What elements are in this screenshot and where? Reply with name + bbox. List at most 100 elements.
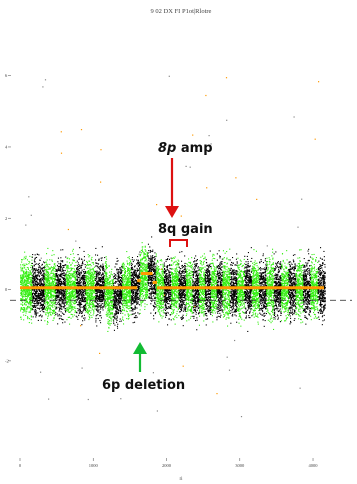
data-point xyxy=(91,316,93,318)
data-point xyxy=(63,289,65,291)
data-point xyxy=(25,274,27,276)
data-point xyxy=(124,279,126,281)
data-point xyxy=(41,292,43,294)
data-point xyxy=(96,299,98,301)
data-point xyxy=(73,297,75,299)
data-point xyxy=(34,285,36,287)
data-point xyxy=(67,269,69,271)
data-point xyxy=(80,303,82,305)
data-point xyxy=(128,317,130,319)
data-point xyxy=(21,259,23,261)
data-point xyxy=(29,302,31,304)
data-point xyxy=(124,294,126,296)
data-point xyxy=(31,284,33,286)
data-point xyxy=(72,282,74,284)
data-point xyxy=(51,303,53,305)
data-point xyxy=(74,297,76,299)
data-point xyxy=(23,311,25,313)
data-point xyxy=(100,277,102,279)
data-point xyxy=(47,303,49,305)
data-point xyxy=(46,259,48,261)
data-point xyxy=(60,274,62,276)
data-point xyxy=(60,304,62,306)
data-point xyxy=(58,293,60,295)
data-point xyxy=(51,259,53,261)
data-point xyxy=(32,292,34,294)
data-point xyxy=(67,296,69,298)
data-point xyxy=(66,271,68,273)
data-point xyxy=(49,285,51,287)
data-point xyxy=(117,293,119,295)
data-point xyxy=(44,293,46,295)
data-point xyxy=(97,254,99,256)
data-point xyxy=(43,284,45,286)
data-point xyxy=(124,301,126,303)
data-point xyxy=(99,284,101,286)
data-point xyxy=(67,267,69,269)
data-point xyxy=(46,278,48,280)
data-point xyxy=(47,276,49,278)
data-point xyxy=(33,305,35,307)
data-point xyxy=(96,278,98,280)
data-point xyxy=(67,310,69,312)
data-point xyxy=(79,267,81,269)
data-point xyxy=(106,289,108,291)
data-point xyxy=(121,271,123,273)
data-point xyxy=(63,277,65,279)
data-point xyxy=(80,290,82,292)
data-point xyxy=(126,251,128,253)
data-point xyxy=(51,298,53,300)
data-point xyxy=(77,274,79,276)
data-point xyxy=(38,265,40,267)
data-point xyxy=(45,279,47,281)
data-point xyxy=(119,301,121,303)
data-point xyxy=(72,288,74,290)
data-point xyxy=(124,292,126,294)
data-point xyxy=(64,278,66,280)
data-point xyxy=(50,278,52,280)
data-point xyxy=(71,292,73,294)
data-point xyxy=(85,301,87,303)
data-point xyxy=(93,279,95,281)
data-point xyxy=(42,275,44,277)
data-point xyxy=(72,253,74,255)
data-point xyxy=(62,303,64,305)
data-point xyxy=(116,268,118,270)
data-point xyxy=(98,259,100,261)
data-point xyxy=(127,263,129,265)
data-point xyxy=(22,267,24,269)
data-point xyxy=(35,276,37,278)
data-point xyxy=(105,303,107,305)
data-point xyxy=(25,255,27,257)
data-point xyxy=(42,280,44,282)
data-point xyxy=(63,303,65,305)
data-point xyxy=(122,295,124,297)
data-point xyxy=(103,278,105,280)
data-point xyxy=(107,298,109,300)
data-point xyxy=(128,258,130,260)
data-point xyxy=(114,324,116,326)
data-point xyxy=(30,308,32,310)
data-point xyxy=(41,291,43,293)
data-point xyxy=(51,260,53,262)
data-point xyxy=(59,281,61,283)
data-point xyxy=(49,299,51,301)
data-point xyxy=(33,297,35,299)
data-point xyxy=(70,268,72,270)
data-point xyxy=(114,318,116,320)
data-point xyxy=(52,309,54,311)
data-point xyxy=(55,265,57,267)
data-point xyxy=(34,279,36,281)
data-point xyxy=(62,261,64,263)
data-point xyxy=(28,291,30,293)
data-point xyxy=(21,307,23,309)
data-point xyxy=(38,254,40,256)
data-point xyxy=(28,260,30,262)
data-point xyxy=(35,310,37,312)
data-point xyxy=(122,304,124,306)
data-point xyxy=(68,275,70,277)
data-point xyxy=(129,301,131,303)
data-point xyxy=(38,315,40,317)
data-point xyxy=(48,277,50,279)
data-point xyxy=(24,309,26,311)
